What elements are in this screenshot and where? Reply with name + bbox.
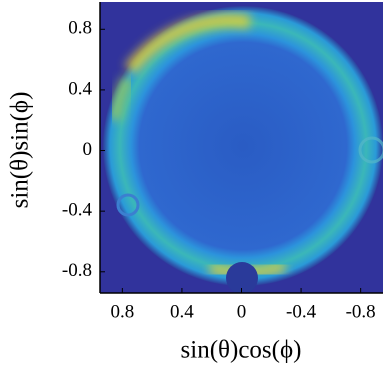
- x-axis-label: sin(θ)cos(ϕ): [181, 337, 302, 364]
- y-tick-label: 0.4: [68, 78, 92, 99]
- x-tick-label: -0.8: [346, 301, 376, 322]
- x-tick-label: -0.4: [286, 301, 317, 322]
- y-tick-label: -0.4: [62, 200, 93, 221]
- y-tick-label: 0: [83, 139, 93, 160]
- y-tick-label: -0.8: [62, 260, 92, 281]
- x-tick-label: 0: [237, 301, 247, 322]
- heatmap-image: [100, 2, 383, 293]
- y-axis-label: sin(θ)sin(ϕ): [7, 92, 34, 209]
- y-tick-label: 0.8: [68, 18, 92, 39]
- x-tick-label: 0.8: [110, 301, 134, 322]
- x-tick-label: 0.4: [170, 301, 194, 322]
